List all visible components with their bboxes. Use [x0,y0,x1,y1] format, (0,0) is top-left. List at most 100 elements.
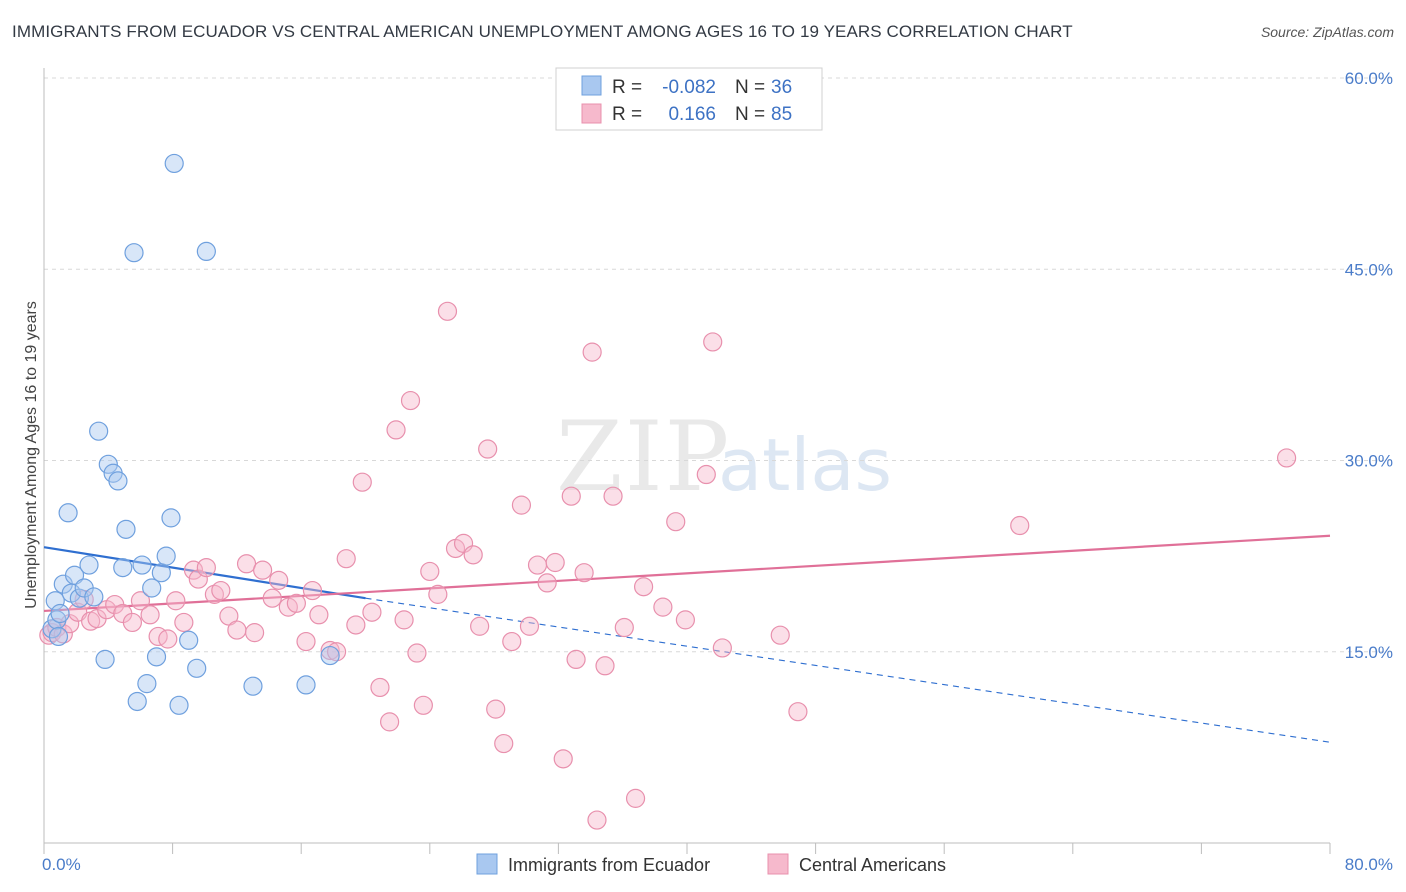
pink-point-29 [262,588,282,608]
pink-point-72 [603,486,623,506]
pink-point-50 [428,584,448,604]
chart-title: IMMIGRANTS FROM ECUADOR VS CENTRAL AMERI… [12,22,1073,41]
legend-n-label-pink: N = [735,104,765,125]
blue-point-33 [196,241,216,261]
pink-point-42 [370,677,390,698]
blue-point-13 [89,421,109,441]
legend-r-label-pink: R = [612,104,642,125]
pink-point-48 [413,695,433,715]
y-axis-label: Unemployment Among Ages 16 to 19 years [23,301,40,609]
legend-n-value-pink: 85 [771,104,792,125]
blue-point-30 [169,695,189,715]
blue-point-26 [151,563,171,583]
pink-point-79 [696,464,716,485]
pink-point-71 [595,656,615,676]
pink-point-69 [582,342,602,362]
y-tick-label-2: 45.0% [1345,260,1393,279]
pink-point-66 [561,486,581,506]
blue-point-14 [95,649,115,670]
pink-point-34 [302,580,323,601]
pink-point-4 [60,614,80,634]
pink-point-43 [380,712,400,732]
pink-point-80 [703,332,723,352]
y-tick-label-3: 60.0% [1345,69,1393,88]
pink-point-84 [1010,515,1030,536]
blue-point-6 [58,503,78,523]
legend-bottom: Immigrants from Ecuador Central American… [476,853,946,875]
blue-trend-extension [365,597,1331,743]
blue-point-23 [137,674,157,694]
pink-point-21 [196,557,216,578]
pink-point-83 [788,702,808,722]
blue-point-24 [142,578,162,598]
blue-point-34 [243,676,263,696]
y-tick-label-1: 30.0% [1345,452,1393,471]
legend-swatch-pink [581,103,602,124]
pink-point-20 [188,569,208,589]
pink-point-54 [463,545,483,565]
pink-point-26 [236,554,257,574]
pink-point-39 [346,615,366,635]
pink-point-41 [362,602,382,622]
pink-point-32 [286,593,306,613]
source-credit: Source: ZipAtlas.com [1260,24,1394,40]
pink-point-70 [587,810,607,830]
watermark-zip: ZIP [556,401,731,513]
pink-point-82 [770,625,790,645]
blue-point-27 [156,546,176,566]
x-tick-label-0: 0.0% [42,855,81,874]
pink-point-68 [574,563,594,583]
blue-point-35 [296,675,316,695]
blue-point-28 [161,508,181,528]
blue-point-1 [45,591,65,611]
pink-point-56 [478,439,498,459]
blue-point-32 [187,658,207,678]
pink-point-78 [675,610,695,630]
pink-point-12 [122,612,143,633]
pink-point-64 [545,552,565,573]
pink-point-74 [625,788,646,808]
pink-point-44 [386,420,406,440]
axes [43,68,1331,854]
pink-point-75 [633,577,654,597]
pink-point-51 [437,301,458,321]
blue-point-12 [84,587,104,607]
pink-point-28 [253,560,273,580]
blue-point-0 [42,619,62,639]
legend-r-value-blue: -0.082 [662,77,716,98]
pink-point-59 [502,631,522,652]
pink-point-35 [309,605,329,625]
legend-n-label-blue: N = [735,77,765,98]
pink-point-81 [712,638,732,658]
pink-point-16 [158,629,178,649]
blue-point-9 [69,588,89,608]
pink-point-14 [140,605,160,625]
watermark: ZIP atlas [556,401,892,513]
pink-point-77 [666,512,686,532]
pink-point-49 [420,561,440,582]
pink-point-30 [269,570,289,590]
pink-point-67 [566,649,586,670]
pink-point-38 [336,549,356,569]
pink-point-13 [130,591,151,611]
blue-point-20 [124,243,144,263]
legend-bottom-swatch-pink [767,853,789,875]
pink-point-47 [407,643,427,663]
pink-point-73 [614,617,634,638]
pink-point-61 [519,616,540,636]
pink-point-65 [553,749,573,769]
blue-point-22 [132,555,152,575]
pink-point-57 [486,699,506,719]
pink-point-25 [227,620,247,640]
blue-point-36 [320,645,340,666]
blue-point-31 [179,630,199,650]
pink-point-60 [511,495,532,515]
x-tick-labels: 0.0% 80.0% [42,855,1393,874]
blue-point-17 [108,471,128,491]
legend-swatch-blue [581,75,602,96]
pink-point-85 [1276,448,1297,468]
y-tick-label-0: 15.0% [1345,643,1393,662]
blue-point-29 [164,153,184,174]
blue-point-8 [64,565,85,585]
